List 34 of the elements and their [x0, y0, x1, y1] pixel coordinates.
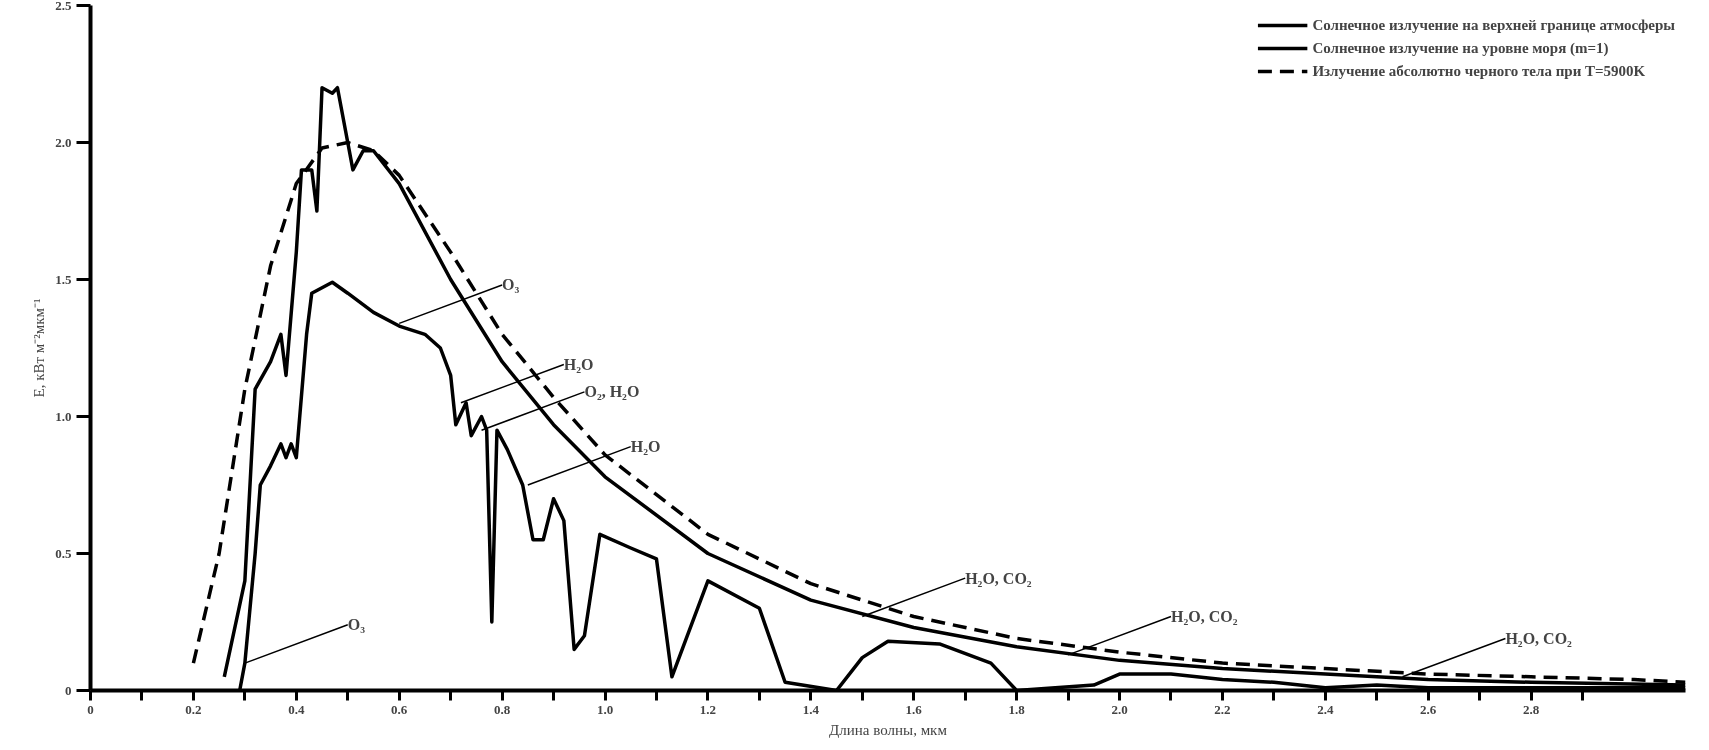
- y-tick-label: 1.0: [55, 408, 72, 424]
- x-tick-label: 2.8: [1523, 701, 1540, 717]
- annotation: O₂, H₂O: [584, 383, 640, 401]
- x-tick-label: 0.8: [493, 701, 511, 717]
- x-tick-label: 1.2: [699, 701, 717, 717]
- x-tick-label: 1.4: [802, 701, 820, 717]
- x-tick-label: 2.4: [1317, 701, 1334, 717]
- legend-label: Солнечное излучение на уровне моря (m=1): [1312, 39, 1609, 57]
- x-tick-label: 1.6: [905, 701, 923, 717]
- x-tick-label: 1.8: [1008, 701, 1026, 717]
- y-tick-label: 0.5: [55, 545, 72, 561]
- x-tick-label: 0.4: [288, 701, 305, 717]
- x-axis-title: Длина волны, мкм: [829, 721, 948, 738]
- y-axis-title: E, кВт м⁻²мкм⁻¹: [31, 298, 48, 398]
- annotation: H₂O: [563, 355, 594, 373]
- x-tick-label: 2.6: [1420, 701, 1437, 717]
- legend-label: Излучение абсолютно черного тела при T=5900K: [1312, 62, 1646, 80]
- x-tick-label: 0: [87, 701, 94, 717]
- x-tick-label: 1.0: [596, 701, 614, 717]
- x-tick-label: 0.6: [391, 701, 408, 717]
- annotation: O₃: [347, 616, 366, 634]
- y-tick-label: 2.0: [55, 134, 72, 150]
- x-tick-label: 2.0: [1111, 701, 1128, 717]
- y-tick-label: 2.5: [55, 0, 72, 13]
- legend-label: Солнечное излучение на верхней границе атмосферы: [1312, 16, 1675, 34]
- annotation: O₃: [502, 276, 520, 294]
- y-tick-label: 0: [65, 682, 72, 698]
- x-tick-label: 2.2: [1214, 701, 1231, 717]
- y-tick-label: 1.5: [55, 271, 72, 287]
- annotation: H₂O, CO₂: [1170, 608, 1238, 626]
- x-tick-label: 0.2: [185, 701, 202, 717]
- annotation: H₂O: [630, 438, 661, 456]
- annotation: H₂O, CO₂: [965, 569, 1032, 587]
- annotation: H₂O, CO₂: [1505, 629, 1573, 647]
